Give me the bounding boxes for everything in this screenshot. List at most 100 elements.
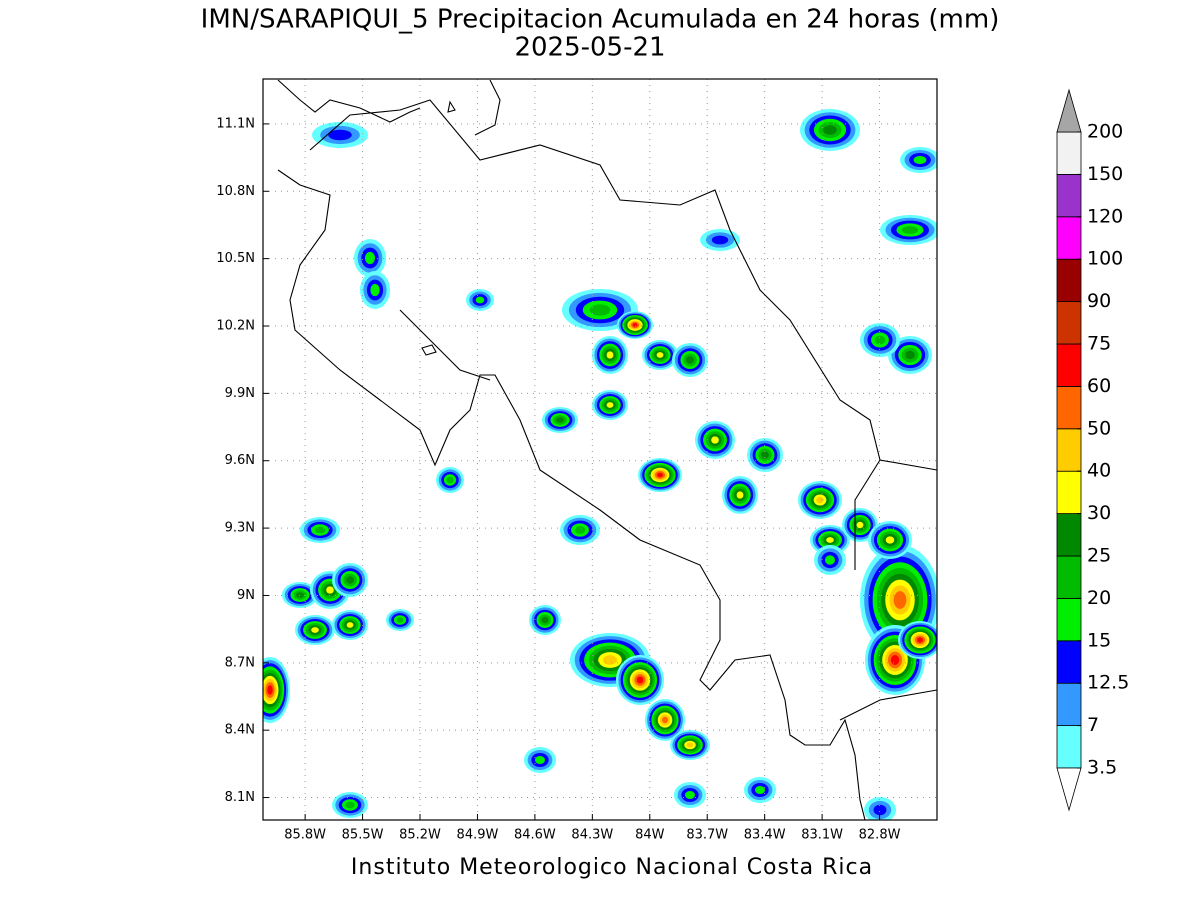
colorbar-label: 150 (1087, 163, 1123, 185)
x-tick-label: 85.8W (284, 828, 326, 843)
precip-contour (901, 226, 919, 234)
precip-contour (632, 323, 638, 327)
colorbar-label: 50 (1087, 417, 1111, 439)
precip-contour (606, 351, 614, 359)
y-tick-label: 8.1N (225, 790, 255, 805)
y-tick-label: 10.8N (216, 184, 255, 199)
map-subtitle: 2025-05-21 (514, 33, 665, 63)
colorbar-swatch (1056, 343, 1082, 387)
x-tick-label: 83.1W (801, 828, 843, 843)
precip-contour (885, 536, 895, 544)
y-tick-label: 9.3N (225, 521, 255, 536)
colorbar-label: 12.5 (1087, 672, 1129, 694)
colorbar-swatch (1056, 555, 1082, 599)
grid (263, 79, 937, 820)
colorbar-swatch (1056, 216, 1082, 260)
y-tick-label: 9N (237, 588, 255, 603)
y-tick-label: 9.9N (225, 386, 255, 401)
colorbar: 3.5 7 12.5 15 20 25 30 40 50 60 75 90 100 120 150 200 (1056, 88, 1129, 812)
x-tick-label: 82.8W (859, 828, 901, 843)
colorbar-label: 40 (1087, 460, 1111, 482)
colorbar-label: 20 (1087, 587, 1111, 609)
colorbar-under (1056, 767, 1082, 812)
precip-contour (370, 283, 380, 297)
precip-contour (602, 655, 618, 665)
precip-contour (535, 755, 545, 765)
colorbar-swatch (1056, 258, 1082, 303)
precip-contour (346, 622, 354, 628)
precip-contour (711, 436, 719, 444)
precip-contour (446, 476, 454, 484)
precip-contour (365, 251, 375, 265)
precip-contour (606, 402, 614, 408)
precip-contour (685, 790, 695, 800)
colorbar-swatch (1056, 513, 1082, 557)
precip-contour (636, 676, 644, 684)
y-tick-label: 8.7N (225, 655, 255, 670)
colorbar-label: 15 (1087, 629, 1111, 651)
y-tick-label: 11.1N (216, 116, 255, 131)
precip-contour (761, 451, 769, 459)
x-tick-label: 84.9W (457, 828, 499, 843)
colorbar-swatch (1056, 682, 1082, 727)
precip-contour (556, 417, 564, 423)
precip-contour (541, 616, 549, 624)
precip-contour (311, 627, 319, 633)
precip-contour (816, 496, 824, 504)
colorbar-label: 30 (1087, 502, 1111, 524)
colorbar-label: 200 (1087, 121, 1123, 143)
precip-contour (656, 472, 664, 478)
precip-contour (736, 491, 744, 499)
y-tick-label: 9.6N (225, 453, 255, 468)
precip-contour (686, 356, 694, 364)
x-tick-label: 84.6W (514, 828, 556, 843)
colorbar-label: 100 (1087, 248, 1123, 270)
precip-contour (890, 654, 900, 666)
x-tick-label: 85.2W (399, 828, 441, 843)
axes: 85.8W 85.5W 85.2W 84.9W 84.6W 84.3W 84W 83.7W 83… (216, 116, 900, 842)
colorbar-label: 120 (1087, 205, 1123, 227)
x-tick-label: 85.5W (342, 828, 384, 843)
y-tick-label: 8.4N (225, 723, 255, 738)
x-tick-label: 83.4W (744, 828, 786, 843)
precip-contour (823, 125, 837, 135)
colorbar-label: 7 (1087, 714, 1099, 736)
map-title: IMN/SARAPIQUI_5 Precipitacion Acumulada … (201, 5, 1000, 35)
colorbar-swatch (1056, 640, 1082, 684)
precip-contour (326, 586, 334, 594)
colorbar-swatch (1056, 301, 1082, 345)
x-tick-label: 83.7W (686, 828, 728, 843)
precipitation-field (263, 109, 937, 820)
colorbar-label: 90 (1087, 290, 1111, 312)
colorbar-swatch (1056, 470, 1082, 515)
colorbar-label: 3.5 (1087, 757, 1117, 779)
footer: Instituto Meteorologico Nacional Costa R… (351, 855, 873, 880)
colorbar-swatch (1056, 173, 1082, 218)
precip-contour (856, 521, 864, 529)
precip-contour (755, 785, 765, 795)
colorbar-label: 75 (1087, 333, 1111, 355)
precip-contour (267, 685, 273, 695)
colorbar-over (1056, 88, 1082, 133)
colorbar-label: 60 (1087, 375, 1111, 397)
precip-contour (656, 352, 664, 358)
colorbar-swatch (1056, 131, 1082, 175)
colorbar-swatch (1056, 598, 1082, 642)
precip-contour (396, 617, 404, 623)
precip-contour (345, 801, 355, 809)
precip-contour (826, 537, 834, 543)
precip-contour (874, 335, 886, 345)
precip-contour (893, 591, 907, 609)
y-tick-label: 10.5N (216, 251, 255, 266)
precip-contour (913, 155, 927, 165)
precip-contour (711, 235, 729, 245)
precip-contour (905, 350, 915, 360)
y-tick-label: 10.2N (216, 319, 255, 334)
precip-contour (589, 304, 611, 316)
precip-contour (916, 637, 924, 643)
plot-frame (262, 78, 938, 821)
colorbar-label: 25 (1087, 545, 1111, 567)
precip-contour (328, 129, 352, 141)
precip-contour (574, 526, 586, 534)
